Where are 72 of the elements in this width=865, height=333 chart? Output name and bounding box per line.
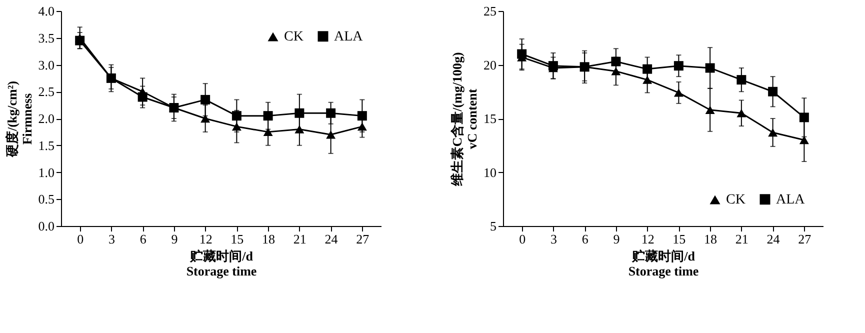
x-tick-label: 27	[798, 232, 812, 246]
x-tick-label: 6	[582, 232, 589, 246]
point	[799, 136, 809, 144]
y-tick-label: 10	[484, 164, 496, 180]
x-axis-title: 贮藏时间/d Storage time	[628, 248, 699, 278]
x-tick-label: 18	[262, 232, 276, 246]
x-axis-title: 贮藏时间/d Storage time	[186, 248, 257, 278]
x-tick-label: 9	[613, 232, 620, 246]
x-tick-label: 3	[108, 232, 115, 246]
y-tick-label: 3.5	[38, 30, 54, 46]
point	[705, 63, 715, 73]
point	[642, 76, 652, 84]
x-tick-label: 24	[766, 232, 780, 246]
legend-label: ALA	[776, 192, 806, 208]
x-tick-label: 21	[735, 232, 748, 246]
y-tick-label: 2.5	[38, 84, 54, 100]
point	[75, 36, 85, 46]
y-tick-label: 4.0	[38, 4, 54, 18]
point	[294, 108, 304, 118]
y-tick-label: 0.5	[38, 192, 54, 207]
x-tick-label: 27	[356, 232, 370, 246]
point	[611, 56, 621, 66]
point	[232, 111, 242, 121]
point	[138, 92, 148, 102]
point	[200, 114, 210, 123]
point	[263, 128, 273, 136]
point	[642, 64, 652, 74]
point	[326, 108, 336, 118]
x-tick-label: 21	[293, 232, 306, 246]
legend-label: CK	[726, 192, 746, 208]
point	[326, 130, 336, 139]
point	[799, 112, 809, 122]
point	[736, 75, 746, 85]
y-tick-label: 3.0	[38, 57, 54, 72]
x-tick-label: 18	[704, 232, 718, 246]
point	[232, 122, 242, 131]
y-tick-label: 25	[484, 4, 496, 18]
y-axis-title: 维生素C含量/(mg/100g) vC content	[450, 52, 480, 187]
x-tick-label: 12	[641, 232, 654, 246]
point	[705, 106, 715, 114]
x-tick-label: 12	[199, 232, 212, 246]
x-tick-label: 0	[519, 232, 526, 246]
x-tick-label: 15	[230, 232, 244, 246]
y-tick-label: 0.0	[38, 218, 54, 234]
point	[357, 122, 367, 131]
point	[517, 49, 527, 59]
point	[674, 88, 684, 97]
point	[263, 111, 273, 121]
point	[611, 67, 621, 76]
point	[200, 94, 210, 104]
point	[548, 61, 558, 71]
x-tick-label: 3	[550, 232, 557, 246]
y-axis-title: 硬度/(kg/cm²) Firmness	[4, 80, 34, 158]
point	[294, 125, 304, 134]
point	[674, 61, 684, 71]
x-tick-label: 24	[324, 232, 338, 246]
point	[768, 128, 778, 137]
y-tick-label: 1.0	[38, 164, 54, 180]
x-tick-label: 9	[171, 232, 178, 246]
point	[768, 86, 778, 96]
y-tick-label: 15	[484, 111, 496, 126]
x-tick-label: 15	[672, 232, 686, 246]
y-tick-label: 1.5	[38, 138, 54, 153]
y-tick-label: 5	[490, 218, 496, 234]
legend-label: ALA	[334, 29, 364, 44]
point	[357, 111, 367, 121]
y-tick-label: 20	[484, 57, 496, 72]
x-tick-label: 6	[140, 232, 147, 246]
y-tick-label: 2.0	[38, 111, 54, 126]
x-tick-label: 0	[77, 232, 84, 246]
point	[736, 109, 746, 118]
legend-label: CK	[284, 30, 304, 45]
